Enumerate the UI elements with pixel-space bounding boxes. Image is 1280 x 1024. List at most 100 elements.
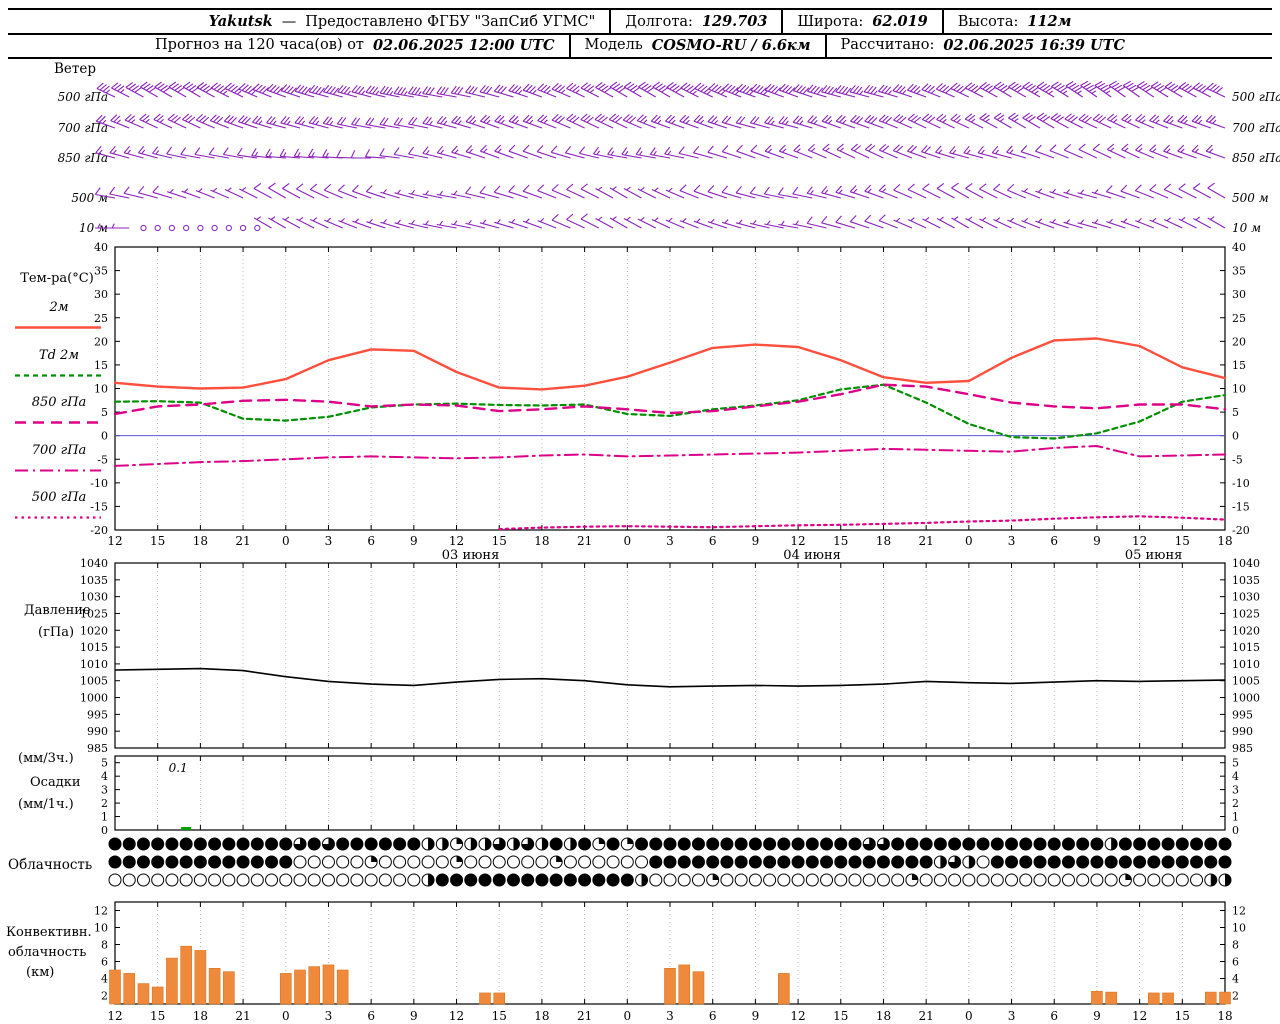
wind-barb bbox=[1178, 81, 1197, 98]
wind-barb bbox=[1022, 81, 1041, 98]
wind-barb bbox=[422, 86, 443, 98]
wind-barb bbox=[436, 220, 457, 229]
cloud-cover-circle bbox=[848, 855, 862, 869]
cloud-cover-circle bbox=[834, 837, 848, 851]
wind-barb bbox=[608, 113, 628, 129]
wind-barb bbox=[764, 220, 784, 229]
wind-barb bbox=[94, 187, 116, 199]
wind-level-label: 500 гПа bbox=[1232, 90, 1280, 104]
wind-barb bbox=[1091, 219, 1112, 229]
cloud-cover-circle bbox=[307, 855, 321, 869]
wind-barb bbox=[110, 114, 130, 129]
wind-barb bbox=[979, 183, 998, 199]
wind-panel-title: Ветер bbox=[54, 61, 97, 77]
cloud-cover-circle bbox=[407, 873, 421, 887]
wind-barb bbox=[139, 113, 158, 129]
hour-label: 15 bbox=[833, 1009, 848, 1023]
cloud-cover-circle bbox=[1005, 873, 1019, 887]
axis-label: 3 bbox=[1232, 784, 1239, 797]
wind-barb bbox=[296, 183, 315, 199]
cloud-cover-circle bbox=[492, 855, 506, 869]
axis-label: 30 bbox=[94, 288, 108, 301]
cloud-cover-circle bbox=[122, 837, 136, 851]
wind-barb bbox=[364, 149, 386, 159]
legend-line-t2m bbox=[15, 326, 101, 329]
cloud-cover-circle bbox=[165, 873, 179, 887]
cloud-cover-circle bbox=[720, 837, 734, 851]
convective-bar bbox=[678, 964, 691, 1005]
wind-barb bbox=[1108, 80, 1126, 98]
cloud-cover-circle bbox=[791, 855, 805, 869]
wind-barb bbox=[735, 219, 756, 229]
wind-level-label: 850 гПа bbox=[58, 151, 108, 165]
precip-label-3h: (мм/3ч.) bbox=[18, 751, 74, 766]
longitude-label: Долгота: bbox=[625, 13, 693, 30]
wind-barb bbox=[1006, 145, 1026, 159]
wind-barb bbox=[807, 115, 827, 129]
wind-barb bbox=[622, 113, 642, 129]
axis-label: -10 bbox=[1232, 477, 1250, 490]
hour-label: 12 bbox=[1132, 1009, 1147, 1023]
cloud-cover-circle bbox=[208, 855, 222, 869]
precip-label-title: Осадки bbox=[30, 775, 81, 790]
wind-barb bbox=[337, 184, 358, 199]
cloud-cover-circle bbox=[777, 837, 791, 851]
axis-label: 1005 bbox=[80, 675, 108, 688]
wind-barb bbox=[224, 82, 244, 98]
wind-barb bbox=[352, 218, 372, 229]
wind-barb bbox=[96, 82, 116, 98]
temp-series-500 гПа bbox=[498, 515, 1227, 531]
cloud-cover-circle bbox=[535, 873, 549, 887]
legend-item-t850: 850 гПа bbox=[8, 395, 110, 431]
convective-bar bbox=[223, 971, 235, 1005]
axis-label: 3 bbox=[101, 784, 108, 797]
hour-label: 3 bbox=[666, 1009, 674, 1023]
cloud-cover-circle bbox=[1047, 873, 1061, 887]
wind-barb bbox=[950, 82, 970, 98]
cloud-cover-circle bbox=[151, 855, 165, 869]
cloud-cover-circle bbox=[549, 837, 563, 851]
legend-item-t2m: 2м bbox=[8, 300, 110, 336]
cloud-cover-circle bbox=[208, 873, 222, 887]
wind-barb bbox=[864, 184, 884, 199]
cloud-cover-circle bbox=[933, 873, 947, 887]
hour-label: 15 bbox=[150, 1009, 165, 1023]
calm-circle bbox=[154, 224, 161, 232]
wind-barb bbox=[351, 84, 372, 98]
wind-barb bbox=[721, 185, 742, 199]
wind-barb bbox=[494, 219, 514, 229]
axis-label: 6 bbox=[101, 956, 108, 969]
wind-barb bbox=[268, 216, 287, 229]
cloud-cover-circle bbox=[848, 873, 862, 887]
wind-barb bbox=[1149, 217, 1169, 229]
cloud-cover-circle bbox=[1147, 855, 1161, 869]
hour-label: 3 bbox=[325, 1009, 333, 1023]
axis-label: 1035 bbox=[80, 574, 108, 587]
wind-barb bbox=[167, 188, 187, 199]
cloud-cover-circle bbox=[1175, 855, 1189, 869]
run-time-value: 02.06.2025 12:00 UTC bbox=[372, 36, 555, 54]
legend-label-t2m: 2м bbox=[49, 300, 69, 315]
wind-barb bbox=[1207, 216, 1226, 229]
cloud-cover-circle bbox=[307, 837, 321, 851]
cloud-cover-circle bbox=[948, 837, 962, 851]
provider-text: Предоставлено ФГБУ "ЗапСиб УГМС" bbox=[305, 13, 596, 30]
wind-barb bbox=[1192, 82, 1212, 98]
cloud-cover-fill bbox=[521, 838, 534, 850]
cloud-cover-circle bbox=[1133, 873, 1147, 887]
convective-bar bbox=[109, 969, 121, 1005]
cloud-cover-circle bbox=[208, 837, 222, 851]
convective-bar bbox=[778, 973, 790, 1005]
wind-barb bbox=[167, 113, 187, 129]
wind-barb bbox=[408, 189, 429, 199]
axis-label: 1030 bbox=[80, 591, 108, 604]
cloud-cover-circle bbox=[919, 873, 933, 887]
wind-barb bbox=[764, 144, 784, 159]
wind-barb bbox=[1049, 188, 1069, 199]
cloud-cover-circle bbox=[336, 855, 350, 869]
axis-label: 5 bbox=[1232, 406, 1239, 419]
wind-barb bbox=[365, 117, 386, 129]
wind-barb bbox=[678, 146, 699, 159]
cloud-cover-circle bbox=[108, 837, 122, 851]
axis-label: 15 bbox=[94, 359, 108, 372]
